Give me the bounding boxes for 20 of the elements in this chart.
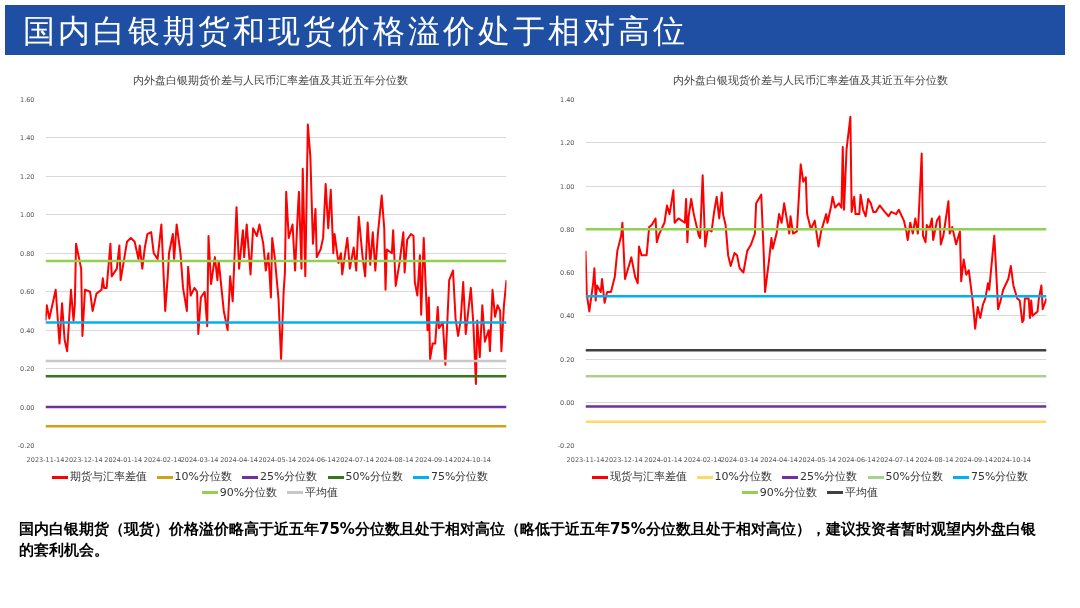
legend-label: 平均值 bbox=[844, 485, 879, 499]
legend-label: 75%分位数 bbox=[429, 470, 489, 483]
text: 国内白银期货（现货）价格溢价略高于近五年75%分位数且处于相对高位（略低于近五年75%分位数且处于相对高位），建议投资者暂时观望内外盘白银的套利机会。 bbox=[19, 519, 1037, 562]
legend-label: 90%分位数 bbox=[218, 485, 278, 499]
legend-label: 现货与汇率差值 bbox=[608, 470, 687, 483]
legend-label: 10%分位数 bbox=[713, 470, 773, 483]
legend-label: 25%分位数 bbox=[799, 470, 858, 483]
legend-label: 75%分位数 bbox=[969, 470, 1029, 483]
legend-label: 期货与汇率差值 bbox=[68, 470, 147, 483]
legend-label: 50%分位数 bbox=[884, 470, 943, 483]
chart-title: 内外盘白银现货价差与人民币汇率差值及其近五年分位数 bbox=[672, 73, 948, 89]
line-series bbox=[45, 123, 507, 385]
legend-label: 10%分位数 bbox=[173, 470, 233, 483]
legend-label: 25%分位数 bbox=[259, 470, 318, 483]
legend-label: 50%分位数 bbox=[344, 470, 403, 483]
text: 国内白银期货和现货价格溢价处于相对高位 bbox=[23, 11, 688, 52]
chart-title: 内外盘白银期货价差与人民币汇率差值及其近五年分位数 bbox=[132, 73, 408, 89]
legend-label: 平均值 bbox=[304, 485, 339, 499]
legend-label: 90%分位数 bbox=[758, 485, 818, 499]
line-series bbox=[585, 115, 1047, 330]
